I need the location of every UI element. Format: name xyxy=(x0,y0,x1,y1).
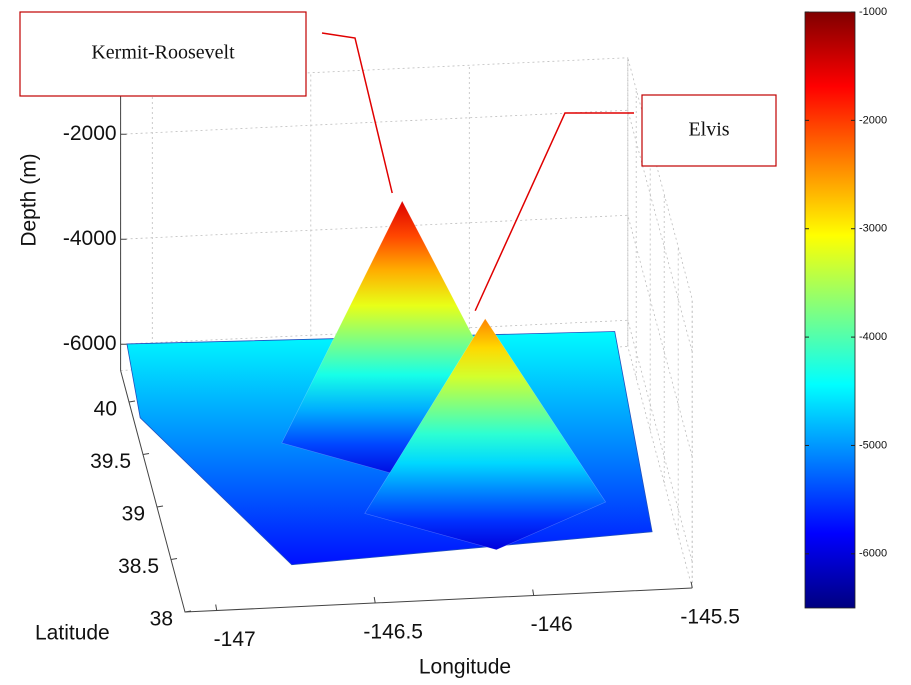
annotation-label: Kermit-Roosevelt xyxy=(91,42,235,64)
colorbar-scale xyxy=(804,11,856,609)
x-tick-label: -146.5 xyxy=(363,621,423,644)
y-tick-label: 39 xyxy=(122,503,145,526)
colorbar-tick-label: -3000 xyxy=(859,223,887,235)
x-tick-label: -145.5 xyxy=(680,606,740,629)
x-tick-label: -146 xyxy=(531,613,573,636)
x-tick-label: -147 xyxy=(214,628,256,651)
annotation-box xyxy=(19,11,307,97)
axes: -6000 -4000 -2000 38 38.5 39 39.5 40 -147 -146.5 -… xyxy=(63,81,740,651)
colorbar-tick-label: -2000 xyxy=(859,114,887,126)
annotation-box xyxy=(641,94,777,167)
colorbar: -6000 -5000 -4000 -3000 -2000 -1000 xyxy=(804,6,887,609)
y-tick-label: 38 xyxy=(150,608,173,631)
y-tick xyxy=(170,558,178,560)
y-tick-label: 40 xyxy=(94,398,117,421)
surface xyxy=(126,200,653,566)
z-tick-label: -6000 xyxy=(63,332,117,355)
colorbar-tick-label: -5000 xyxy=(859,439,887,451)
annotations: Kermit-Roosevelt Elvis xyxy=(19,11,777,312)
colorbar-tick-label: -1000 xyxy=(859,6,887,18)
annotation-label: Elvis xyxy=(688,119,729,141)
y-tick xyxy=(184,610,192,613)
z-axis-label: Depth (m) xyxy=(18,153,41,246)
y-tick xyxy=(142,453,150,455)
z-tick-label: -4000 xyxy=(63,227,117,250)
x-tick xyxy=(532,589,535,596)
y-tick-label: 38.5 xyxy=(118,555,159,578)
colorbar-tick-label: -4000 xyxy=(859,331,887,343)
y-tick xyxy=(156,505,164,508)
x-tick xyxy=(215,604,218,611)
x-tick xyxy=(690,581,693,589)
colorbar-tick-label: -6000 xyxy=(859,548,887,560)
x-axis-label: Longitude xyxy=(419,656,511,679)
leader-line xyxy=(321,32,393,194)
side-wall xyxy=(627,57,693,589)
seamount xyxy=(364,318,607,551)
y-tick xyxy=(128,400,136,403)
y-axis-label: Latitude xyxy=(35,622,110,645)
leader-line xyxy=(474,112,634,312)
z-tick-label: -2000 xyxy=(63,122,117,145)
x-tick xyxy=(373,596,376,604)
y-tick-label: 39.5 xyxy=(90,450,131,473)
